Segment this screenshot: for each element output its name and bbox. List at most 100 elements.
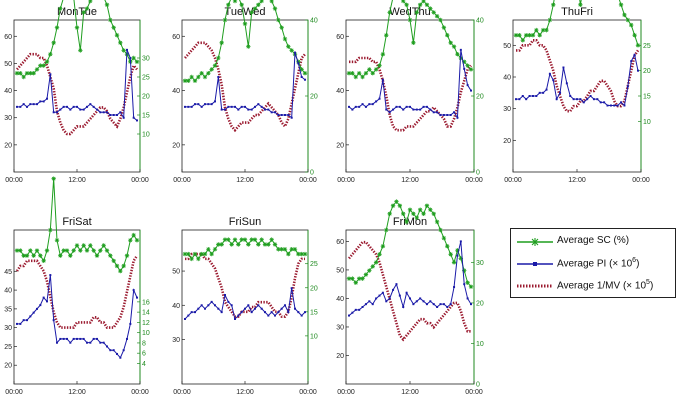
data-point-sc [44,59,50,64]
data-point-sc [81,10,86,15]
data-point-pi [42,100,45,103]
data-point-sc [407,17,413,23]
legend-item-pi: Average PI (× 106) [513,255,673,273]
right-tick-label: 0 [476,382,480,389]
data-point-sc [299,251,304,257]
data-point-pi [277,311,280,314]
data-point-sc [38,253,43,258]
left-tick-label: 20 [4,142,12,149]
data-point-sc [363,272,369,277]
data-point-pi [613,104,616,107]
data-point-pi [637,69,639,72]
data-point-sc [114,263,120,269]
data-point-pi [99,341,102,344]
x-tick-label: 00:00 [337,177,355,184]
data-point-pi [217,76,220,78]
data-point-sc [131,55,136,61]
data-point-pi [204,103,206,106]
panel-thufri: ThuFri 20 30 40 50 10 15 20 25 00:00 12:00 00:00 [503,0,651,184]
data-point-sc [282,247,288,252]
data-point-sc [421,0,426,4]
data-point-pi [190,311,193,314]
series-line-mv [516,38,640,113]
data-point-pi [260,105,263,108]
data-point-pi [569,95,572,97]
data-point-sc [182,251,188,257]
left-tick-label: 40 [336,88,344,95]
data-point-pi [538,91,541,94]
data-point-pi [528,95,531,97]
data-point-pi [184,105,186,108]
series-line-mv [15,254,139,329]
data-point-sc [404,2,409,7]
data-point-pi [92,337,95,340]
data-point-pi [19,322,22,325]
data-point-sc [34,248,40,253]
data-point-pi [409,105,411,108]
data-point-pi [19,105,22,108]
data-point-sc [367,67,372,72]
data-point-pi [240,311,243,314]
data-point-pi [378,294,381,297]
data-point-sc [353,74,358,80]
data-point-pi [398,294,401,297]
data-point-pi [395,105,398,108]
data-point-pi [439,303,442,306]
data-point-pi [294,307,296,310]
data-point-sc [465,63,470,68]
right-tick-label: 10 [643,119,651,126]
data-point-sc [246,242,251,247]
data-point-pi [76,337,78,340]
data-point-pi [16,105,18,108]
data-point-sc [629,22,634,28]
data-point-sc [417,207,423,212]
data-point-sc [360,276,365,281]
data-point-sc [111,25,116,30]
data-point-sc [24,253,30,258]
left-tick-label: 50 [503,43,511,50]
data-point-pi [102,341,105,344]
data-point-sc [21,253,26,258]
data-point-sc [222,17,228,23]
legend-label-pi: Average PI (× 106) [557,257,640,270]
data-point-sc [74,243,80,248]
data-point-sc [530,33,536,38]
data-point-sc [356,71,362,76]
data-point-sc [632,33,637,38]
data-point-sc [252,237,258,242]
data-point-sc [346,71,352,76]
data-point-pi [616,104,619,107]
left-tick-label: 20 [336,142,344,149]
data-point-sc [455,248,460,253]
data-point-sc [216,55,221,61]
data-point-pi [439,114,442,116]
data-point-sc [41,63,46,68]
data-point-pi [620,101,623,104]
series-line-pi [185,52,306,119]
data-point-sc [34,67,40,72]
right-tick-label: 30 [142,56,150,63]
data-point-sc [256,2,261,7]
data-point-pi [429,300,432,303]
data-point-pi [586,98,589,101]
data-point-sc [196,256,201,262]
data-point-pi [112,114,115,116]
series-line-pi [516,53,639,107]
data-point-pi [542,91,545,94]
data-point-pi [260,307,263,310]
data-point-sc [421,211,426,216]
x-tick-label: 12:00 [68,389,86,396]
data-point-pi [267,108,270,111]
data-point-pi [562,66,565,69]
data-point-pi [46,97,48,100]
data-point-pi [459,48,462,51]
data-point-pi [552,79,555,82]
data-point-pi [402,108,405,111]
data-point-pi [119,111,122,114]
data-point-sc [182,78,188,83]
data-point-pi [76,105,78,108]
data-point-sc [114,33,120,38]
data-point-sc [455,52,460,57]
data-point-sc [424,203,430,208]
data-point-pi [412,303,415,306]
